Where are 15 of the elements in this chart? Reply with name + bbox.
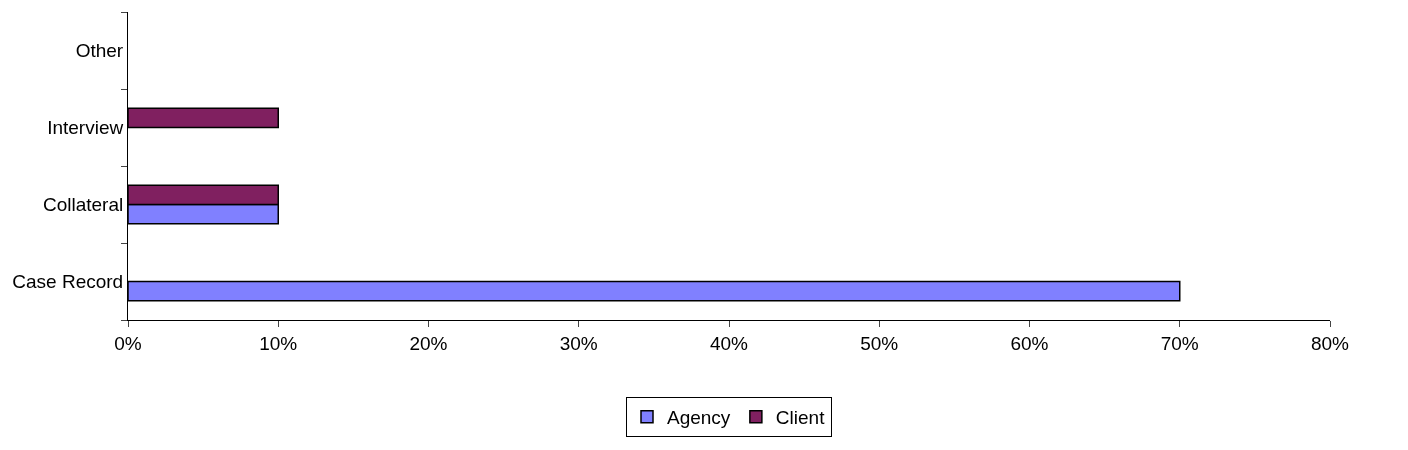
x-tick-label: 10%: [259, 332, 298, 354]
x-tick-label: 50%: [860, 332, 899, 354]
x-tick-label: 20%: [409, 332, 448, 354]
y-tick-label: Case Record: [12, 271, 124, 293]
x-tick-label: 80%: [1310, 332, 1350, 354]
y-tick-label: Collateral: [42, 194, 124, 216]
x-tick-label: 60%: [1010, 332, 1049, 354]
x-tick-label: 70%: [1160, 332, 1199, 354]
legend-label: Agency: [667, 407, 731, 429]
y-tick-label: Other: [75, 40, 124, 62]
x-tick-label: 40%: [709, 332, 749, 354]
y-tick-label: Interview: [47, 117, 124, 139]
x-tick-label: 0%: [114, 332, 142, 354]
legend-label: Client: [775, 407, 826, 429]
x-tick-label: 30%: [559, 332, 598, 354]
